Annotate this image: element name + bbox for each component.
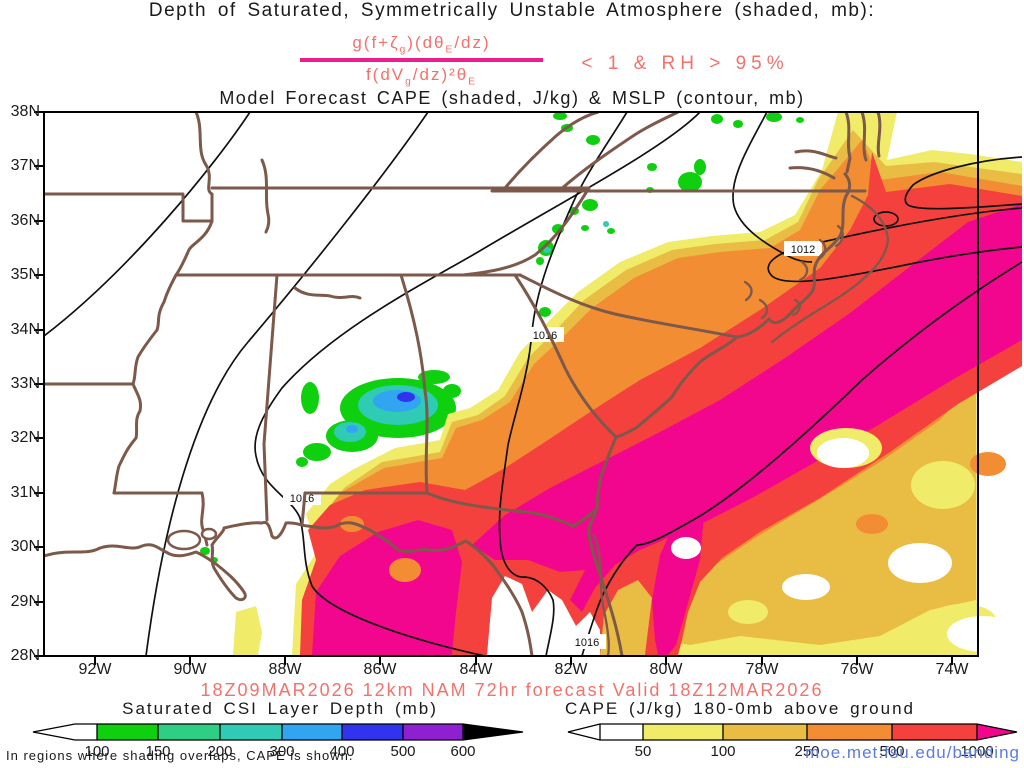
cape-colorbar [567, 723, 1018, 741]
outer-banks-and-rivers [592, 194, 890, 656]
fraction-bar [300, 58, 543, 62]
forecast-valid-line: 18Z09MAR2026 12km NAM 72hr forecast Vali… [200, 680, 824, 700]
cape-shading [233, 112, 1022, 655]
csi-tick: 500 [390, 743, 416, 760]
lon-label: 90W [173, 661, 207, 678]
lat-label: 33N [10, 375, 40, 392]
lat-label: 31N [10, 484, 40, 501]
cape-tick: 50 [634, 743, 652, 760]
csi-tick: 200 [207, 743, 233, 760]
cape-colorbar-title: CAPE (J/kg) 180-0mb above ground [564, 699, 916, 718]
source-url-link[interactable]: moe.met.fsu.edu/banding [805, 743, 1020, 762]
contour-label: 1016 [533, 330, 557, 342]
lat-label: 36N [10, 212, 40, 229]
csi-colorbar [32, 723, 524, 741]
cape-tick: 100 [710, 743, 736, 760]
formula-denominator: f(dVg/dz)²θE [365, 65, 478, 88]
cape-tick: 500 [879, 743, 905, 760]
lon-label: 92W [78, 661, 112, 678]
cape-tick: 250 [794, 743, 820, 760]
page-subtitle: Model Forecast CAPE (shaded, J/kg) & MSL… [219, 88, 805, 108]
lat-label: 38N [10, 103, 40, 120]
csi-tick: 100 [84, 743, 110, 760]
lat-label: 35N [10, 266, 40, 283]
contour-label: 1012 [791, 244, 815, 256]
lon-label: 82W [554, 661, 588, 678]
csi-colorbar-title: Saturated CSI Layer Depth (mb) [122, 699, 438, 718]
cape-tick: 1000 [960, 743, 994, 760]
csi-tick: 300 [269, 743, 295, 760]
lat-label: 32N [10, 429, 40, 446]
lakes [166, 527, 218, 551]
lat-label: 29N [10, 593, 40, 610]
csi-tick: 150 [145, 743, 171, 760]
lat-label: 28N [10, 647, 40, 664]
map-frame [34, 111, 979, 665]
contour-label: 1016 [290, 493, 314, 505]
lon-label: 88W [268, 661, 302, 678]
mslp-contours [44, 112, 1023, 656]
lon-label: 86W [363, 661, 397, 678]
contour-label: 1016 [575, 637, 599, 649]
state-borders [44, 112, 882, 656]
csi-tick: 600 [450, 743, 476, 760]
lat-label: 34N [10, 321, 40, 338]
page-title: Depth of Saturated, Symmetrically Unstab… [148, 0, 876, 21]
overlap-note: In regions where shading overlaps, CAPE … [6, 748, 354, 763]
lon-label: 76W [840, 661, 874, 678]
formula-numerator: g(f+ζg)(dθE/dz) [352, 33, 491, 56]
formula-condition: < 1 & RH > 95% [581, 53, 789, 74]
lon-label: 80W [649, 661, 683, 678]
lat-label: 30N [10, 538, 40, 555]
lon-label: 78W [745, 661, 779, 678]
csi-tick: 400 [329, 743, 355, 760]
lon-label: 74W [935, 661, 969, 678]
lat-label: 37N [10, 157, 40, 174]
lon-label: 84W [459, 661, 493, 678]
